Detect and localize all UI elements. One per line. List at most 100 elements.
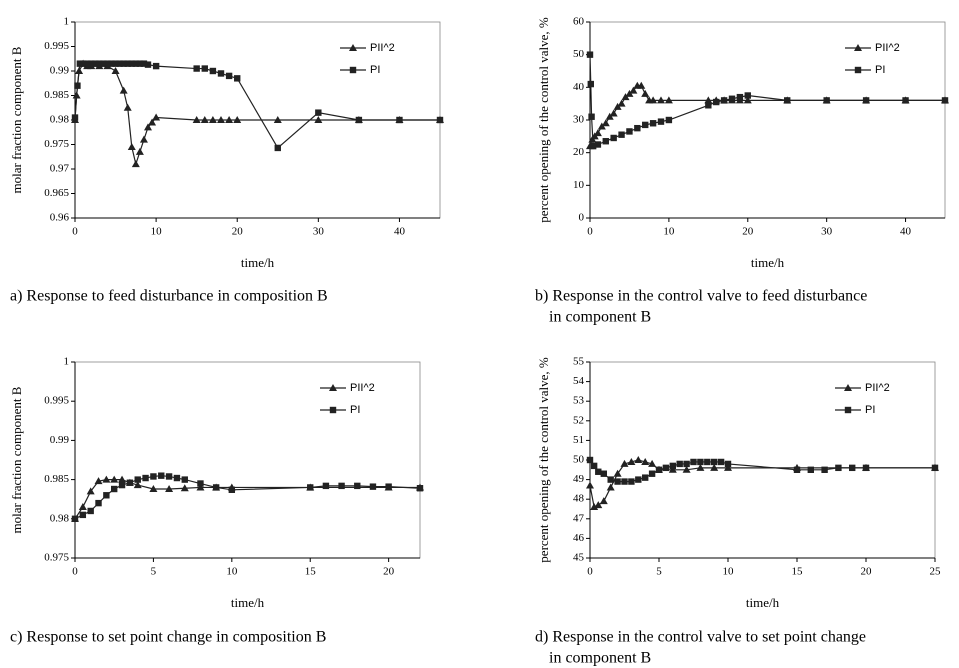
marker-square [713,98,720,106]
y-tick-label: 49 [573,473,585,485]
marker-triangle [664,96,673,104]
y-tick-label: 0 [579,212,585,224]
marker-square [307,484,314,491]
marker-square [217,70,225,77]
marker-square [724,460,732,468]
marker-triangle [314,116,323,123]
marker-square [720,97,728,104]
x-tick-label: 0 [72,566,78,578]
marker-square [835,464,842,472]
marker-square [193,65,200,72]
y-tick-label: 60 [573,16,585,28]
marker-square [87,507,94,515]
marker-square [711,458,718,466]
y-tick-label: 0.98 [50,512,70,524]
x-tick-label: 5 [656,566,662,578]
marker-square [201,65,208,72]
marker-square [274,144,281,152]
x-tick-label: 20 [383,566,395,578]
y-tick-label: 0.965 [44,187,69,199]
x-tick-label: 10 [663,226,675,238]
marker-square [136,60,144,67]
marker-triangle [606,483,615,491]
marker-triangle [144,123,152,131]
y-tick-label: 30 [573,114,585,126]
marker-square [181,476,188,483]
marker-triangle [135,147,144,155]
marker-square [823,97,830,104]
y-tick-label: 0.975 [44,138,69,150]
x-tick-label: 30 [821,226,833,238]
marker-triangle [94,477,103,485]
marker-square [111,485,118,493]
marker-triangle [102,475,111,483]
marker-triangle [123,103,132,111]
y-tick-label: 1 [64,16,70,28]
marker-triangle [613,102,622,110]
marker-triangle [593,129,602,137]
marker-square [71,515,79,522]
legend-marker [854,66,862,74]
legend-label: PII^2 [865,382,890,394]
caption: in component B [549,650,651,667]
marker-square [662,464,670,472]
x-tick-label: 5 [151,566,157,578]
legend-marker [329,406,337,414]
marker-square [655,466,663,473]
marker-square [602,138,609,145]
y-tick-label: 0.985 [44,473,69,485]
marker-square [74,82,81,89]
marker-square [690,458,697,466]
y-tick-label: 52 [573,414,584,426]
x-tick-label: 20 [232,226,244,238]
marker-square [134,476,141,483]
marker-square [736,93,744,101]
marker-triangle [627,457,636,465]
marker-triangle [200,116,209,123]
marker-square [104,60,111,67]
marker-square [128,60,135,67]
marker-triangle [225,116,234,123]
marker-square [618,131,625,138]
legend-marker [844,406,852,414]
marker-square [642,474,649,481]
marker-square [902,97,909,104]
y-axis-label: percent opening of the control valve, % [536,357,551,563]
marker-triangle [152,113,161,121]
marker-triangle [601,119,610,127]
marker-square [95,499,102,507]
marker-square [610,134,617,142]
marker-square [849,464,856,472]
marker-square [821,466,828,473]
marker-triangle [196,483,205,491]
y-axis-label: molar fraction component B [9,386,24,533]
y-tick-label: 0.98 [50,114,70,126]
marker-square [158,472,165,479]
marker-square [793,466,801,473]
marker-square [140,60,148,67]
marker-square [118,481,126,489]
marker-square [79,511,87,519]
marker-triangle [620,459,629,467]
legend-marker [349,44,357,51]
marker-triangle [668,465,677,473]
marker-square [669,462,676,470]
marker-square [595,468,602,475]
marker-square [71,114,79,121]
legend-label: PII^2 [350,382,375,394]
legend-label: PI [865,404,875,416]
marker-square [126,479,134,486]
marker-triangle [637,81,646,89]
marker-square [212,484,220,491]
marker-triangle [648,459,657,467]
marker-square [355,116,363,124]
marker-square [120,60,127,67]
marker-square [83,60,91,67]
y-tick-label: 0.96 [50,212,70,224]
marker-square [152,62,160,70]
series-line [589,459,935,508]
marker-triangle [119,86,128,94]
marker-triangle [78,503,87,511]
legend-label: PI [370,64,380,76]
marker-square [697,458,704,466]
